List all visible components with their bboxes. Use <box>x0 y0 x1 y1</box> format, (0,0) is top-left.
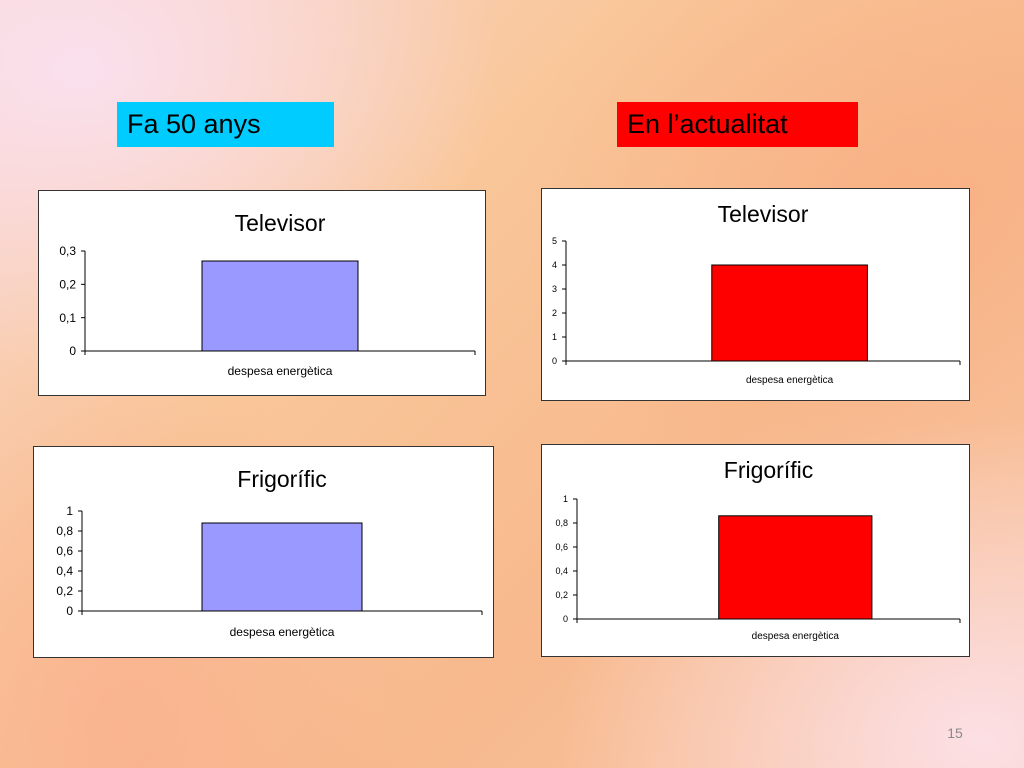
label-fa-50-anys: Fa 50 anys <box>117 102 334 147</box>
y-tick-label: 0,8 <box>56 524 73 538</box>
y-tick-label: 0,2 <box>555 590 568 600</box>
bar <box>711 264 868 362</box>
category-label: despesa energètica <box>228 364 333 378</box>
chart-title: Televisor <box>718 201 809 227</box>
bar <box>718 515 873 620</box>
category-label: despesa energètica <box>746 375 834 386</box>
y-tick-label: 0,2 <box>56 584 73 598</box>
bar <box>201 260 359 352</box>
y-tick-label: 0,8 <box>555 518 568 528</box>
y-tick-label: 1 <box>552 332 557 342</box>
y-tick-label: 3 <box>552 284 557 294</box>
chart-frigorific-now-svg: Frigorífic 0 0,2 0,4 0,6 0,8 1 despesa energèti… <box>555 457 961 642</box>
y-tick-label: 0 <box>563 614 568 624</box>
y-tick-label: 0,6 <box>555 542 568 552</box>
category-label: despesa energètica <box>230 625 335 639</box>
y-tick-label: 5 <box>552 236 557 246</box>
chart-televisor-past-svg: Televisor 0 0,1 0,2 0,3 despesa energètica <box>59 210 476 378</box>
category-label: despesa energètica <box>752 631 840 642</box>
y-tick-label: 1 <box>563 494 568 504</box>
chart-televisor-now-svg: Televisor 0 1 2 3 4 5 despesa energètica <box>552 201 961 386</box>
y-tick-label: 1 <box>66 504 73 518</box>
chart-frigorific-past: Frigorífic 0 0,2 0,4 0,6 0,8 1 despesa energèti… <box>33 446 494 658</box>
y-tick-label: 0,6 <box>56 544 73 558</box>
chart-frigorific-now: Frigorífic 0 0,2 0,4 0,6 0,8 1 despesa energèti… <box>541 444 970 657</box>
label-en-lactualitat: En l’actualitat <box>617 102 858 147</box>
chart-televisor-past: Televisor 0 0,1 0,2 0,3 despesa energètica <box>38 190 486 396</box>
y-tick-label: 0,1 <box>59 311 76 325</box>
y-tick-label: 0 <box>69 344 76 358</box>
y-tick-label: 0,2 <box>59 278 76 292</box>
y-tick-label: 0,3 <box>59 244 76 258</box>
y-tick-label: 4 <box>552 260 557 270</box>
chart-title: Televisor <box>235 210 326 236</box>
chart-televisor-now: Televisor 0 1 2 3 4 5 despesa energètica <box>541 188 970 401</box>
y-tick-label: 0,4 <box>555 566 568 576</box>
y-tick-label: 0,4 <box>56 564 73 578</box>
bar <box>201 522 363 612</box>
y-tick-label: 0 <box>552 356 557 366</box>
chart-title: Frigorífic <box>237 466 326 492</box>
chart-frigorific-past-svg: Frigorífic 0 0,2 0,4 0,6 0,8 1 despesa energèti… <box>56 466 483 639</box>
y-tick-label: 2 <box>552 308 557 318</box>
page-number: 15 <box>947 725 963 741</box>
y-tick-label: 0 <box>66 604 73 618</box>
chart-title: Frigorífic <box>724 457 813 483</box>
